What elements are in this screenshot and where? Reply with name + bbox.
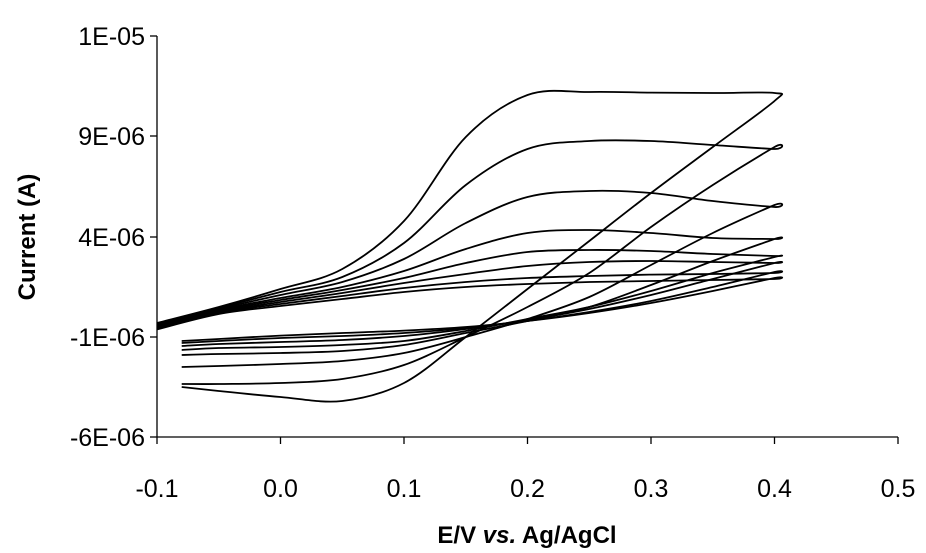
y-tick-label: 9E-06 [78, 123, 145, 151]
y-tick-label: -6E-06 [70, 424, 145, 452]
x-tick-label: 0.1 [387, 475, 422, 503]
tick-labels: -0.1 0.0 0.1 0.2 0.3 0.4 0.5 -6E-06 -1E-06 4E-06 9… [70, 23, 915, 503]
x-tick-label: -0.1 [135, 475, 178, 503]
y-tick-label: -1E-06 [70, 324, 145, 352]
x-axis-title-part: Ag/AgCl [516, 522, 616, 549]
x-tick-label: 0.3 [634, 475, 669, 503]
y-tick-label: 1E-05 [78, 23, 145, 51]
y-axis-title: Current (A) [14, 174, 41, 301]
x-axis-title-part: E/V [437, 522, 482, 549]
x-tick-label: 0.5 [881, 475, 916, 503]
cv-curves [157, 91, 782, 402]
x-axis-title: E/V vs. Ag/AgCl [437, 522, 616, 549]
x-tick-label: 0.2 [510, 475, 545, 503]
x-tick-label: 0.4 [757, 475, 792, 503]
cv-curve [157, 191, 782, 367]
x-axis-title-part: vs. [483, 522, 516, 549]
x-tick-label: 0.0 [263, 475, 298, 503]
y-tick-label: 4E-06 [78, 224, 145, 252]
